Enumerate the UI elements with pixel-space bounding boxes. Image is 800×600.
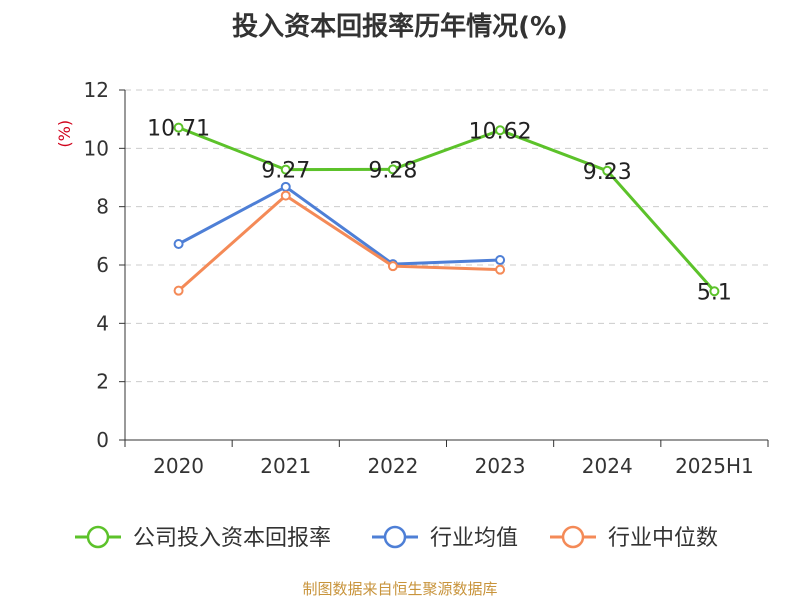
y-tick-label: 12	[84, 78, 109, 102]
legend-label: 行业均值	[430, 526, 518, 551]
source-note: 制图数据来自恒生聚源数据库	[302, 580, 498, 598]
x-tick-label: 2023	[475, 454, 526, 478]
x-tick-label: 2022	[367, 454, 418, 478]
series-group	[173, 122, 720, 297]
data-point	[387, 261, 398, 272]
x-tick-label: 2025H1	[675, 454, 754, 478]
data-label: 5.1	[697, 280, 732, 305]
data-point	[602, 165, 613, 176]
data-point	[709, 286, 720, 297]
y-axis-label: (%)	[55, 120, 74, 148]
series-line-2	[177, 194, 501, 292]
data-point	[280, 190, 291, 201]
data-labels: 10.71 9.27 9.28 10.62 9.23 5.1	[147, 117, 732, 306]
chart-title: 投入资本回报率历年情况(%)	[232, 12, 568, 42]
y-tick-label: 10	[84, 136, 109, 160]
grid-lines	[125, 89, 768, 383]
x-tick-label: 2021	[260, 454, 311, 478]
series-line-1	[177, 185, 501, 266]
data-point	[387, 164, 398, 175]
data-point	[495, 255, 506, 266]
data-label: 10.62	[469, 119, 532, 144]
data-point	[280, 164, 291, 175]
x-tick-label: 2024	[582, 454, 633, 478]
axes: 0 2 4 6 8 10 12 2020 2021 2022 2023 2024 2025H1 (%)	[55, 78, 769, 478]
data-label: 9.23	[583, 160, 632, 185]
data-point	[495, 264, 506, 275]
legend-marker	[86, 525, 110, 549]
legend-label: 公司投入资本回报率	[133, 526, 331, 551]
series-line-0	[178, 126, 716, 293]
y-tick-label: 8	[96, 195, 109, 219]
x-tick-label: 2020	[153, 454, 204, 478]
legend-marker	[383, 525, 407, 549]
data-point	[173, 122, 184, 133]
y-tick-label: 6	[96, 253, 109, 277]
data-label: 10.71	[147, 117, 210, 142]
data-point	[173, 285, 184, 296]
legend-label: 行业中位数	[608, 526, 718, 551]
y-tick-label: 4	[96, 311, 109, 335]
y-tick-label: 0	[96, 428, 109, 452]
y-tick-label: 2	[96, 370, 109, 394]
data-point	[173, 239, 184, 249]
legend-marker	[561, 525, 585, 549]
data-point	[495, 125, 506, 136]
data-point	[280, 181, 291, 192]
data-label: 9.28	[368, 158, 417, 183]
data-label: 9.27	[261, 159, 310, 184]
legend: 公司投入资本回报率 行业均值 行业中位数	[75, 525, 718, 551]
